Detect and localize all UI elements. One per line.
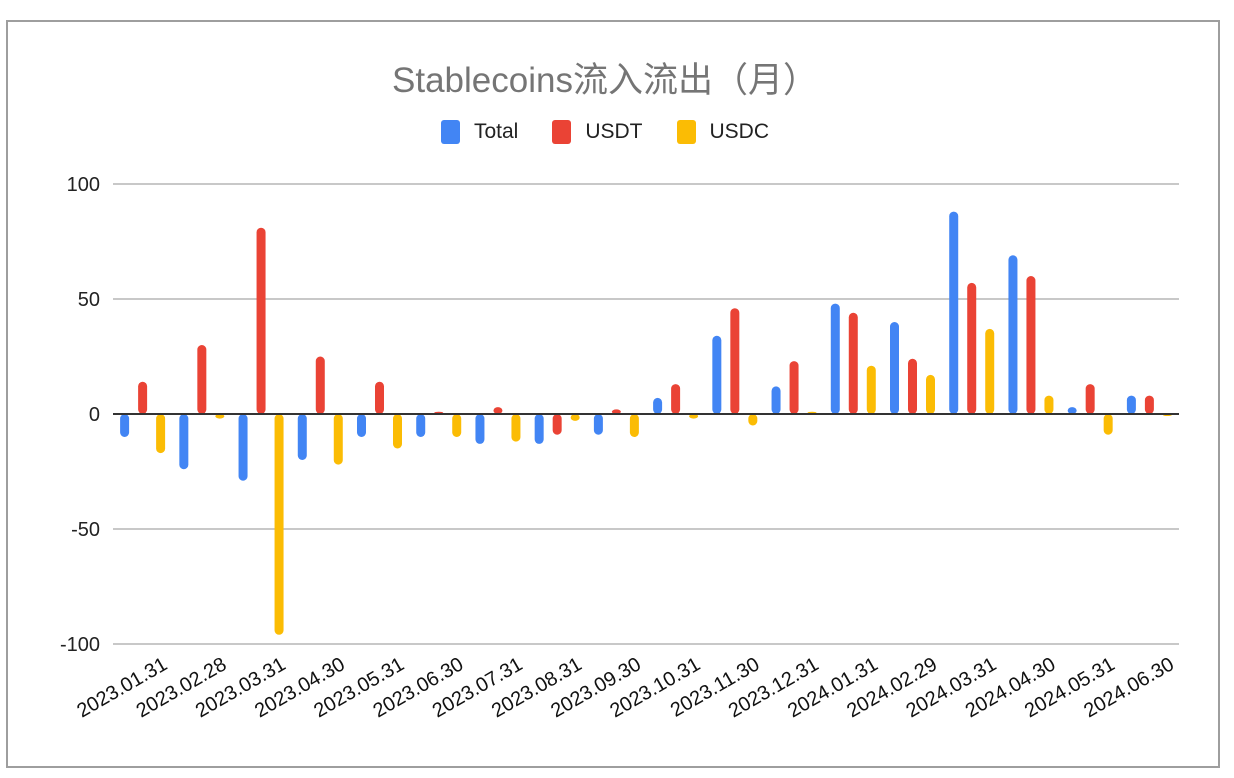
bar-total (949, 211, 959, 414)
bar-usdc (1103, 414, 1113, 435)
bar-total (416, 414, 426, 437)
bar-usdt (138, 381, 148, 414)
bar-usdc (748, 414, 758, 426)
legend-label-usdc: USDC (709, 120, 770, 143)
bar-usdt (730, 308, 740, 414)
bar-usdt (908, 358, 917, 414)
legend-swatch-usdc (676, 120, 696, 144)
bar-usdt (1144, 395, 1154, 414)
bar-total (1008, 255, 1018, 414)
bar-total (297, 414, 307, 460)
bar-usdt (789, 361, 799, 414)
bar-usdt (1085, 384, 1095, 414)
legend-label-usdt: USDT (585, 120, 643, 143)
bar-total (534, 414, 544, 444)
bar-usdc (333, 414, 343, 465)
bar-total (357, 414, 366, 437)
y-tick-label: 100 (67, 174, 100, 196)
bar-total (475, 414, 485, 444)
bar-usdt (671, 384, 681, 414)
bar-usdc (452, 414, 462, 437)
bar-usdc (985, 328, 995, 414)
bar-usdt (1026, 276, 1036, 414)
bar-usdc (215, 414, 225, 419)
bar-total (712, 335, 722, 414)
bar-usdt (552, 414, 562, 435)
bar-usdt (315, 356, 325, 414)
bar-usdt (848, 312, 858, 414)
bar-usdc (570, 414, 580, 421)
bar-usdt (256, 227, 266, 414)
bar-total (771, 386, 781, 414)
bar-usdc (511, 414, 521, 442)
bar-total (1067, 407, 1077, 414)
bar-total (890, 322, 899, 414)
bar-total (238, 414, 248, 481)
bar-usdc (866, 365, 876, 414)
legend-item-total[interactable]: Total (440, 120, 519, 144)
bar-total (653, 397, 663, 414)
bar-total (179, 414, 189, 470)
bar-usdt (197, 345, 207, 414)
bar-usdt (967, 282, 977, 414)
legend-swatch-usdt (552, 120, 572, 144)
bar-total (1126, 395, 1136, 414)
bar-total (830, 303, 840, 414)
bar-usdt (493, 407, 503, 414)
y-tick-label: -50 (71, 519, 100, 541)
legend-swatch-total (440, 120, 460, 144)
bar-usdt (375, 381, 384, 414)
y-tick-label: 50 (78, 289, 100, 311)
legend-item-usdt[interactable]: USDT (552, 120, 643, 144)
bar-usdc (689, 414, 699, 419)
legend-label-total: Total (473, 120, 519, 143)
y-tick-label: -100 (60, 634, 100, 656)
bar-usdc (156, 414, 166, 454)
chart-title: Stablecoins流入流出（月） (392, 61, 818, 100)
bar-usdc (629, 414, 639, 437)
bar-total (120, 414, 130, 437)
chart-legend: Total USDT USDC (0, 120, 1210, 144)
bar-usdc (274, 414, 284, 635)
y-tick-label: 0 (89, 404, 100, 426)
bar-usdc (1044, 395, 1054, 414)
legend-item-usdc[interactable]: USDC (676, 120, 770, 144)
bar-usdt (611, 409, 621, 414)
bar-usdc (393, 414, 402, 449)
bar-total (593, 414, 603, 435)
bar-usdc (926, 374, 935, 414)
